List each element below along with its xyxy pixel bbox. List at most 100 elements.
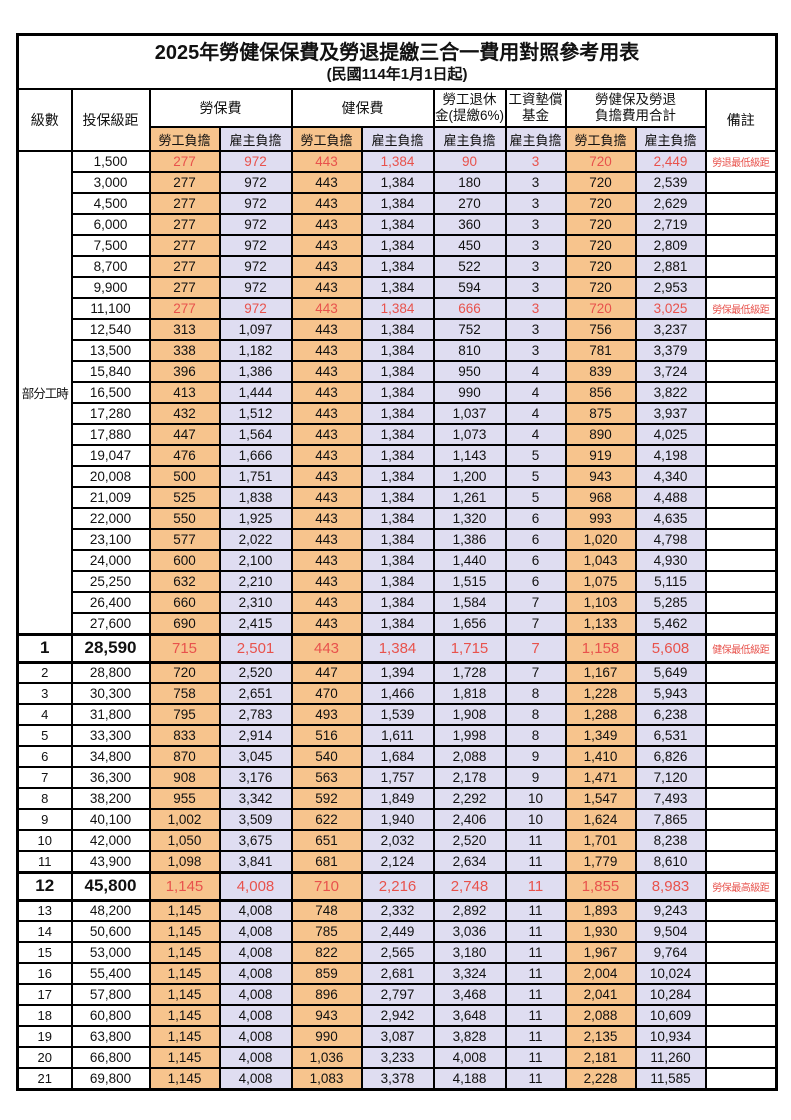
value-cell: 1,083 xyxy=(290,1067,363,1090)
value-cell: 7 xyxy=(504,612,567,635)
remark-cell xyxy=(704,465,778,488)
value-cell: 2,783 xyxy=(218,703,293,726)
value-cell: 2,681 xyxy=(360,962,435,985)
table-row: 11,100 277 972 443 1,384 666 3 720 3,025 勞保最低級距 xyxy=(18,297,778,320)
header-total-line2: 負擔費用合計 xyxy=(595,108,676,123)
bracket-cell: 20,008 xyxy=(70,465,151,488)
remark-cell xyxy=(704,234,778,257)
value-cell: 1,539 xyxy=(360,703,435,726)
bracket-cell: 23,100 xyxy=(70,528,151,551)
value-cell: 443 xyxy=(290,444,363,467)
value-cell: 1,043 xyxy=(564,549,637,572)
value-cell: 5,649 xyxy=(634,661,707,684)
value-cell: 3,509 xyxy=(218,808,293,831)
value-cell: 1,384 xyxy=(360,423,435,446)
value-cell: 516 xyxy=(290,724,363,747)
value-cell: 7,865 xyxy=(634,808,707,831)
remark-cell xyxy=(704,171,778,194)
remark-cell xyxy=(704,549,778,572)
value-cell: 4 xyxy=(504,402,567,425)
value-cell: 493 xyxy=(290,703,363,726)
value-cell: 1,384 xyxy=(360,255,435,278)
table-row: 12,540 313 1,097 443 1,384 752 3 756 3,237 xyxy=(18,318,778,341)
value-cell: 1,002 xyxy=(148,808,221,831)
level-cell: 19 xyxy=(16,1025,73,1048)
value-cell: 1,624 xyxy=(564,808,637,831)
value-cell: 2,892 xyxy=(432,899,507,922)
table-row: 26,400 660 2,310 443 1,384 1,584 7 1,103 5,285 xyxy=(18,591,778,614)
table-row: 22,000 550 1,925 443 1,384 1,320 6 993 4,635 xyxy=(18,507,778,530)
remark-cell xyxy=(704,724,778,747)
bracket-cell: 50,600 xyxy=(70,920,151,943)
value-cell: 3 xyxy=(504,234,567,257)
value-cell: 180 xyxy=(432,171,507,194)
value-cell: 756 xyxy=(564,318,637,341)
value-cell: 785 xyxy=(290,920,363,943)
bracket-cell: 42,000 xyxy=(70,829,151,852)
header-row-groups: 級數 投保級距 勞保費 健保費 勞工退休 金(提繳6%) 工資墊償 基金 勞健保… xyxy=(16,88,778,152)
bracket-cell: 8,700 xyxy=(70,255,151,278)
table-header: 2025年勞健保保費及勞退提繳三合一費用對照參考用表 (民國114年1月1日起)… xyxy=(16,33,778,152)
table-row: 27,600 690 2,415 443 1,384 1,656 7 1,133 5,462 xyxy=(18,612,778,635)
table-row: 2 28,800 720 2,520 447 1,394 1,728 7 1,167 5,649 xyxy=(16,661,778,684)
bracket-cell: 53,000 xyxy=(70,941,151,964)
value-cell: 2,415 xyxy=(218,612,293,635)
level-cell: 14 xyxy=(16,920,73,943)
value-cell: 972 xyxy=(218,276,293,299)
remark-cell xyxy=(704,339,778,362)
value-cell: 1,666 xyxy=(218,444,293,467)
header-total-worker: 勞工負擔 xyxy=(564,126,637,152)
value-cell: 710 xyxy=(290,870,363,902)
value-cell: 1,512 xyxy=(218,402,293,425)
bracket-cell: 22,000 xyxy=(70,507,151,530)
value-cell: 6,238 xyxy=(634,703,707,726)
value-cell: 2,651 xyxy=(218,682,293,705)
value-cell: 781 xyxy=(564,339,637,362)
value-cell: 972 xyxy=(218,150,293,173)
level-cell: 11 xyxy=(16,850,73,873)
value-cell: 758 xyxy=(148,682,221,705)
remark-cell xyxy=(704,850,778,873)
bracket-cell: 34,800 xyxy=(70,745,151,768)
remark-cell xyxy=(704,808,778,831)
value-cell: 3 xyxy=(504,213,567,236)
value-cell: 3,937 xyxy=(634,402,707,425)
remark-cell xyxy=(704,276,778,299)
bracket-cell: 17,880 xyxy=(70,423,151,446)
value-cell: 476 xyxy=(148,444,221,467)
value-cell: 5,285 xyxy=(634,591,707,614)
value-cell: 1,145 xyxy=(148,899,221,922)
value-cell: 2,953 xyxy=(634,276,707,299)
value-cell: 11 xyxy=(504,899,567,922)
level-cell: 2 xyxy=(16,661,73,684)
table-row: 17,280 432 1,512 443 1,384 1,037 4 875 3,937 xyxy=(18,402,778,425)
page-title: 2025年勞健保保費及勞退提繳三合一費用對照參考用表 xyxy=(154,42,640,65)
value-cell: 470 xyxy=(290,682,363,705)
title-row: 2025年勞健保保費及勞退提繳三合一費用對照參考用表 (民國114年1月1日起) xyxy=(16,33,778,90)
remark-cell xyxy=(704,941,778,964)
value-cell: 443 xyxy=(290,591,363,614)
value-cell: 1,564 xyxy=(218,423,293,446)
table-row: 17 57,800 1,145 4,008 896 2,797 3,468 11 2,041 10… xyxy=(16,983,778,1006)
value-cell: 2,022 xyxy=(218,528,293,551)
level-cell: 8 xyxy=(16,787,73,810)
value-cell: 4,008 xyxy=(218,870,293,902)
bracket-cell: 1,500 xyxy=(70,150,151,173)
value-cell: 277 xyxy=(148,297,221,320)
value-cell: 715 xyxy=(148,632,221,664)
value-cell: 9,504 xyxy=(634,920,707,943)
bracket-cell: 15,840 xyxy=(70,360,151,383)
value-cell: 720 xyxy=(564,297,637,320)
table-row: 13,500 338 1,182 443 1,384 810 3 781 3,379 xyxy=(18,339,778,362)
value-cell: 2,634 xyxy=(432,850,507,873)
value-cell: 1,384 xyxy=(360,276,435,299)
value-cell: 90 xyxy=(432,150,507,173)
value-cell: 2,565 xyxy=(360,941,435,964)
value-cell: 11,585 xyxy=(634,1067,707,1090)
bracket-cell: 45,800 xyxy=(70,870,151,902)
value-cell: 1,384 xyxy=(360,213,435,236)
value-cell: 3,025 xyxy=(634,297,707,320)
value-cell: 5,943 xyxy=(634,682,707,705)
value-cell: 432 xyxy=(148,402,221,425)
value-cell: 833 xyxy=(148,724,221,747)
